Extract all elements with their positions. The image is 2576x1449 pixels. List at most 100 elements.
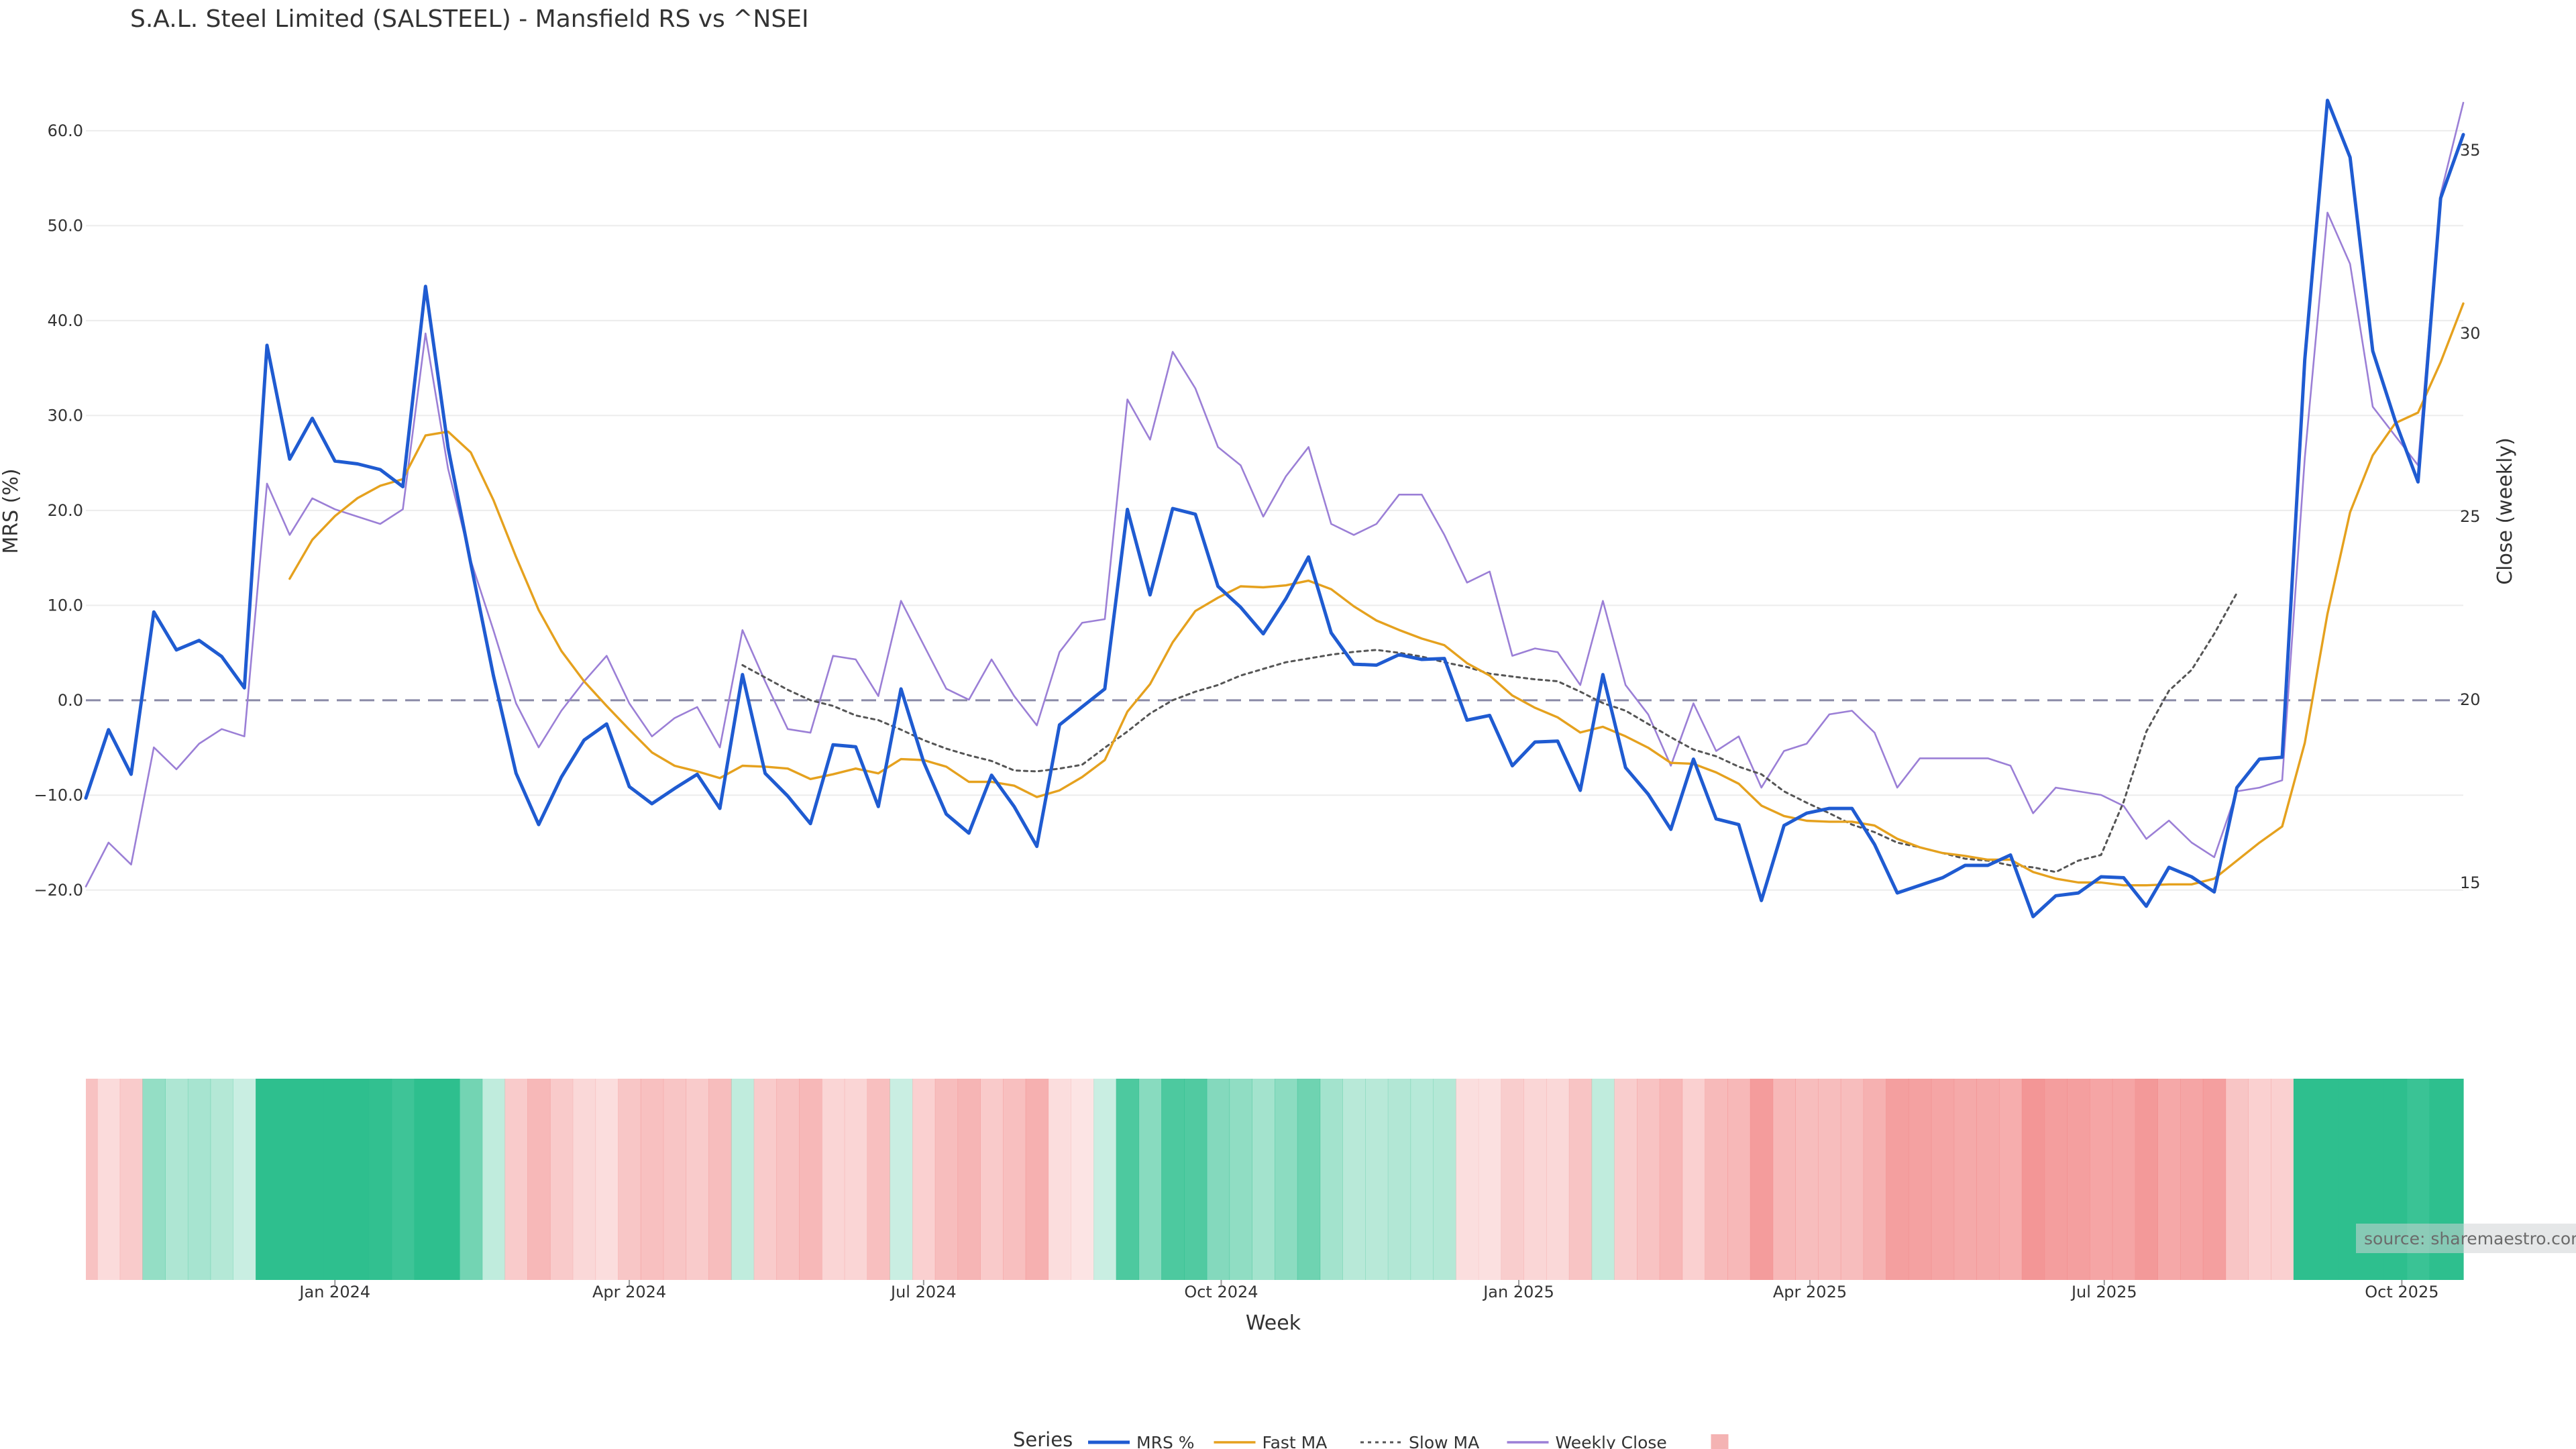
heat-cell: [549, 1079, 574, 1280]
heat-cell: [1999, 1079, 2023, 1280]
heat-cell: [1275, 1079, 1298, 1280]
heat-cell: [278, 1079, 302, 1280]
heat-cell: [391, 1079, 415, 1280]
heat-cell: [346, 1079, 370, 1280]
heat-cell: [165, 1079, 189, 1280]
heat-cell: [1818, 1079, 1841, 1280]
x-tick-label: Jul 2025: [2070, 1283, 2137, 1301]
y-tick-label: 20.0: [48, 501, 83, 520]
gridlines: [86, 129, 2463, 891]
heat-cell: [890, 1079, 913, 1280]
series-line-fast-ma: [288, 302, 2465, 887]
heat-cell: [663, 1079, 687, 1280]
heat-cell: [482, 1079, 506, 1280]
heat-cell: [867, 1079, 890, 1280]
source-note: source: sharemaestro.com: [2356, 1224, 2576, 1253]
heat-cell: [459, 1079, 483, 1280]
heat-cell: [1886, 1079, 1909, 1280]
heat-cell: [799, 1079, 822, 1280]
heat-cell: [618, 1079, 641, 1280]
heat-cell: [2293, 1079, 2317, 1280]
heat-cell: [1048, 1079, 1071, 1280]
heat-cell: [1365, 1079, 1389, 1280]
heat-cell: [1387, 1079, 1411, 1280]
x-tick-label: Apr 2025: [1773, 1283, 1847, 1301]
y-tick-label: 30.0: [48, 406, 83, 425]
heat-cell: [2225, 1079, 2249, 1280]
heat-cell: [1161, 1079, 1185, 1280]
heat-cell: [1523, 1079, 1547, 1280]
heat-cell: [1252, 1079, 1275, 1280]
heat-cell: [86, 1079, 98, 1280]
heat-cell: [2157, 1079, 2181, 1280]
source-note-text: source: sharemaestro.com: [2364, 1229, 2576, 1248]
heat-cell: [2067, 1079, 2090, 1280]
heat-cell: [2202, 1079, 2226, 1280]
heat-cell: [1750, 1079, 1774, 1280]
heat-cell: [1093, 1079, 1117, 1280]
heat-cell: [640, 1079, 664, 1280]
heat-cell: [1116, 1079, 1140, 1280]
heat-cell: [1297, 1079, 1321, 1280]
x-tick-label: Apr 2024: [592, 1283, 666, 1301]
heat-cell: [1433, 1079, 1456, 1280]
heat-cell: [595, 1079, 619, 1280]
heat-cell: [368, 1079, 392, 1280]
heat-cell: [1840, 1079, 1864, 1280]
heat-cell: [957, 1079, 981, 1280]
legend-item-heat-swatch: [1711, 1434, 1729, 1449]
heat-cell: [323, 1079, 347, 1280]
heat-cell: [233, 1079, 256, 1280]
legend-label-slow-ma: Slow MA: [1409, 1433, 1479, 1449]
heat-cell: [1184, 1079, 1208, 1280]
y2-axis-title: Close (weekly): [2493, 437, 2517, 585]
y-tick-label: 40.0: [48, 311, 83, 330]
series-lines: [84, 99, 2465, 918]
heat-cell: [1320, 1079, 1343, 1280]
legend: Series MRS % Fast MA Slow MA Weekly Close: [1013, 1428, 1729, 1449]
y2-tick-label: 25: [2460, 507, 2481, 526]
heat-cell: [1637, 1079, 1660, 1280]
x-tick-label: Jan 2024: [298, 1283, 370, 1301]
x-tick-label: Jan 2025: [1482, 1283, 1554, 1301]
mrs-heat-strip: [86, 1079, 2464, 1280]
heat-cell: [1953, 1079, 1977, 1280]
legend-item-weekly-close: Weekly Close: [1507, 1433, 1667, 1449]
legend-label-fast-ma: Fast MA: [1263, 1433, 1328, 1449]
heat-cell: [1976, 1079, 2000, 1280]
series-line-weekly-close: [85, 101, 2465, 888]
y2-tick-label: 30: [2460, 324, 2481, 343]
x-axis: Jan 2024 Apr 2024 Jul 2024 Oct 2024 Jan 2025…: [298, 1280, 2438, 1301]
heat-cell: [142, 1079, 166, 1280]
heat-cell: [2044, 1079, 2068, 1280]
y2-tick-label: 35: [2460, 141, 2481, 160]
heat-cell: [1410, 1079, 1434, 1280]
legend-label-mrs: MRS %: [1136, 1433, 1195, 1449]
y-tick-label: 50.0: [48, 216, 83, 235]
heat-cell: [1071, 1079, 1094, 1280]
heat-cell: [187, 1079, 211, 1280]
heat-cell: [1456, 1079, 1479, 1280]
heat-cell: [776, 1079, 800, 1280]
legend-swatch-heat-swatch: [1711, 1434, 1729, 1449]
heat-cell: [256, 1079, 279, 1280]
heat-cell: [1546, 1079, 1570, 1280]
source-note-background: [2356, 1224, 2576, 1253]
heat-cell: [2271, 1079, 2294, 1280]
y-axis-title: MRS (%): [0, 468, 23, 553]
heat-cell: [980, 1079, 1004, 1280]
legend-item-mrs: MRS %: [1088, 1433, 1195, 1449]
legend-item-slow-ma: Slow MA: [1360, 1433, 1479, 1449]
heat-cell: [1682, 1079, 1705, 1280]
y-tick-label: −10.0: [34, 786, 83, 804]
heat-cell: [1478, 1079, 1502, 1280]
heat-cell: [822, 1079, 845, 1280]
heat-cell: [119, 1079, 143, 1280]
heat-cell: [1795, 1079, 1819, 1280]
heat-cell: [1659, 1079, 1683, 1280]
heat-cell: [1705, 1079, 1728, 1280]
heat-cell: [2180, 1079, 2204, 1280]
heat-cell: [504, 1079, 528, 1280]
heat-cell: [1591, 1079, 1615, 1280]
